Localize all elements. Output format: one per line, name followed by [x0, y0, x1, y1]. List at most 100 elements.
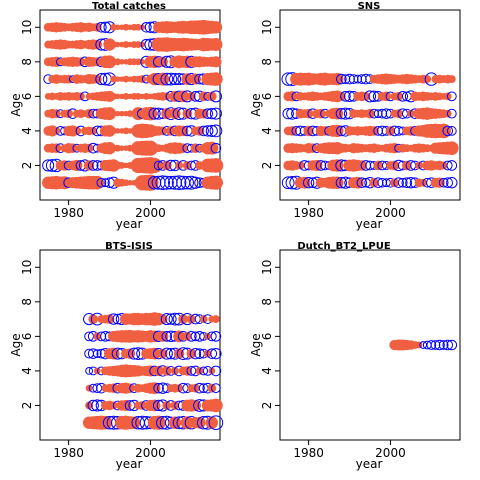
plot-frame [279, 249, 461, 441]
residual-bubble-negative [96, 177, 107, 188]
residual-bubble-positive [171, 366, 179, 375]
residual-bubble-negative [208, 415, 224, 431]
residual-bubble-positive [191, 383, 200, 393]
residual-bubble-positive [175, 384, 184, 393]
residual-bubble-negative [194, 382, 205, 394]
residual-bubble-negative [189, 176, 202, 189]
y-tick-label: 4 [20, 367, 34, 375]
y-axis-label: Age [9, 93, 23, 116]
residual-bubble-positive [173, 330, 185, 343]
residual-bubble-negative [335, 107, 348, 120]
residual-bubble-negative [95, 73, 108, 86]
y-tick-label: 10 [260, 20, 274, 35]
residual-bubble-positive [211, 315, 220, 324]
residual-bubble-positive [205, 416, 219, 429]
residual-bubble-negative [210, 365, 222, 377]
residual-bubble-positive [177, 90, 190, 103]
residual-bubble-positive [144, 365, 156, 377]
residual-bubble-negative [356, 74, 367, 84]
residual-bubble-positive [356, 160, 368, 171]
residual-bubble-negative [438, 340, 449, 350]
plot-frame [279, 9, 461, 201]
plot-frame [39, 249, 221, 441]
residual-bubble-positive [361, 91, 371, 101]
residual-bubble-positive [72, 126, 82, 136]
residual-bubble-positive [194, 126, 205, 136]
residual-bubble-negative [446, 126, 457, 136]
residual-bubble-negative [165, 313, 177, 325]
residual-bubble-positive [104, 314, 115, 324]
y-tick-label: 10 [260, 260, 274, 275]
residual-bubble-negative [430, 340, 441, 350]
residual-bubble-positive [331, 124, 344, 138]
residual-bubble-negative [155, 175, 171, 191]
residual-bubble-positive [58, 176, 72, 190]
residual-bubble-positive [139, 24, 146, 31]
y-tick-label: 2 [20, 162, 34, 170]
residual-bubble-positive [415, 341, 423, 349]
residual-bubble-negative [446, 339, 458, 351]
residual-bubble-negative [88, 383, 98, 393]
residual-bubble-positive [148, 55, 161, 69]
residual-bubble-positive [161, 108, 173, 120]
residual-bubble-positive [134, 92, 142, 100]
panel-total-catches: Total catches year Age 1980 2000 2 4 6 8 10 [9, 1, 224, 231]
y-tick-label: 8 [260, 298, 274, 306]
residual-bubble-negative [92, 349, 102, 359]
residual-bubble-negative [336, 73, 347, 85]
residual-bubble-negative [210, 347, 222, 360]
residual-bubble-positive [351, 176, 364, 189]
panel-title: Dutch_BT2_LPUE [297, 241, 390, 252]
residual-bubble-positive [110, 41, 118, 48]
residual-bubble-positive [107, 347, 120, 360]
residual-bubble-negative [85, 367, 93, 375]
residual-bubble-negative [153, 382, 164, 394]
x-tick-label: 2000 [135, 446, 166, 460]
residual-bubble-positive [180, 416, 194, 430]
residual-bubble-positive [122, 41, 130, 48]
x-tick-label: 1980 [293, 206, 324, 220]
residual-bubble-negative [101, 178, 110, 188]
residual-bubble-positive [162, 160, 172, 171]
residual-bubble-negative [180, 176, 194, 190]
residual-bubble-positive [92, 22, 102, 32]
residual-bubble-positive [186, 314, 196, 324]
residual-bubble-positive [189, 399, 201, 411]
residual-bubble-positive [89, 126, 98, 135]
residual-bubble-positive [210, 56, 222, 68]
residual-bubble-positive [114, 24, 121, 31]
residual-bubble-positive [76, 57, 86, 67]
residual-bubble-negative [161, 331, 173, 342]
y-tick-label: 4 [260, 127, 274, 135]
residual-bubble-negative [199, 366, 209, 376]
y-axis-label: Age [249, 333, 263, 356]
residual-bubble-positive [178, 314, 188, 324]
residual-bubble-positive [119, 145, 125, 151]
y-tick-label: 4 [20, 127, 34, 135]
residual-bubble-negative [87, 399, 99, 412]
x-tick-label: 1980 [53, 206, 84, 220]
residual-bubble-negative [348, 74, 359, 84]
residual-bubble-negative [302, 177, 315, 189]
residual-bubble-negative [184, 175, 199, 190]
residual-bubble-positive [390, 178, 399, 188]
residual-bubble-negative [438, 177, 449, 188]
residual-bubble-positive [182, 108, 193, 119]
residual-bubble-positive [169, 108, 181, 120]
panel-title: SNS [358, 1, 381, 12]
residual-bubble-negative [159, 175, 174, 190]
y-tick-label: 8 [260, 58, 274, 66]
residual-bubble-negative [160, 313, 173, 326]
residual-bubble-positive [177, 125, 189, 137]
residual-bubble-positive [148, 382, 161, 395]
residual-bubble-positive [118, 162, 126, 169]
residual-bubble-positive [209, 21, 223, 34]
residual-bubble-negative [87, 348, 99, 359]
residual-bubble-negative [205, 124, 218, 137]
residual-bubble-negative [206, 331, 217, 342]
y-tick-label: 4 [260, 367, 274, 375]
residual-bubble-positive [110, 75, 118, 83]
residual-bubble-positive [209, 72, 223, 86]
residual-bubble-positive [296, 161, 305, 170]
residual-bubble-negative [186, 331, 197, 342]
